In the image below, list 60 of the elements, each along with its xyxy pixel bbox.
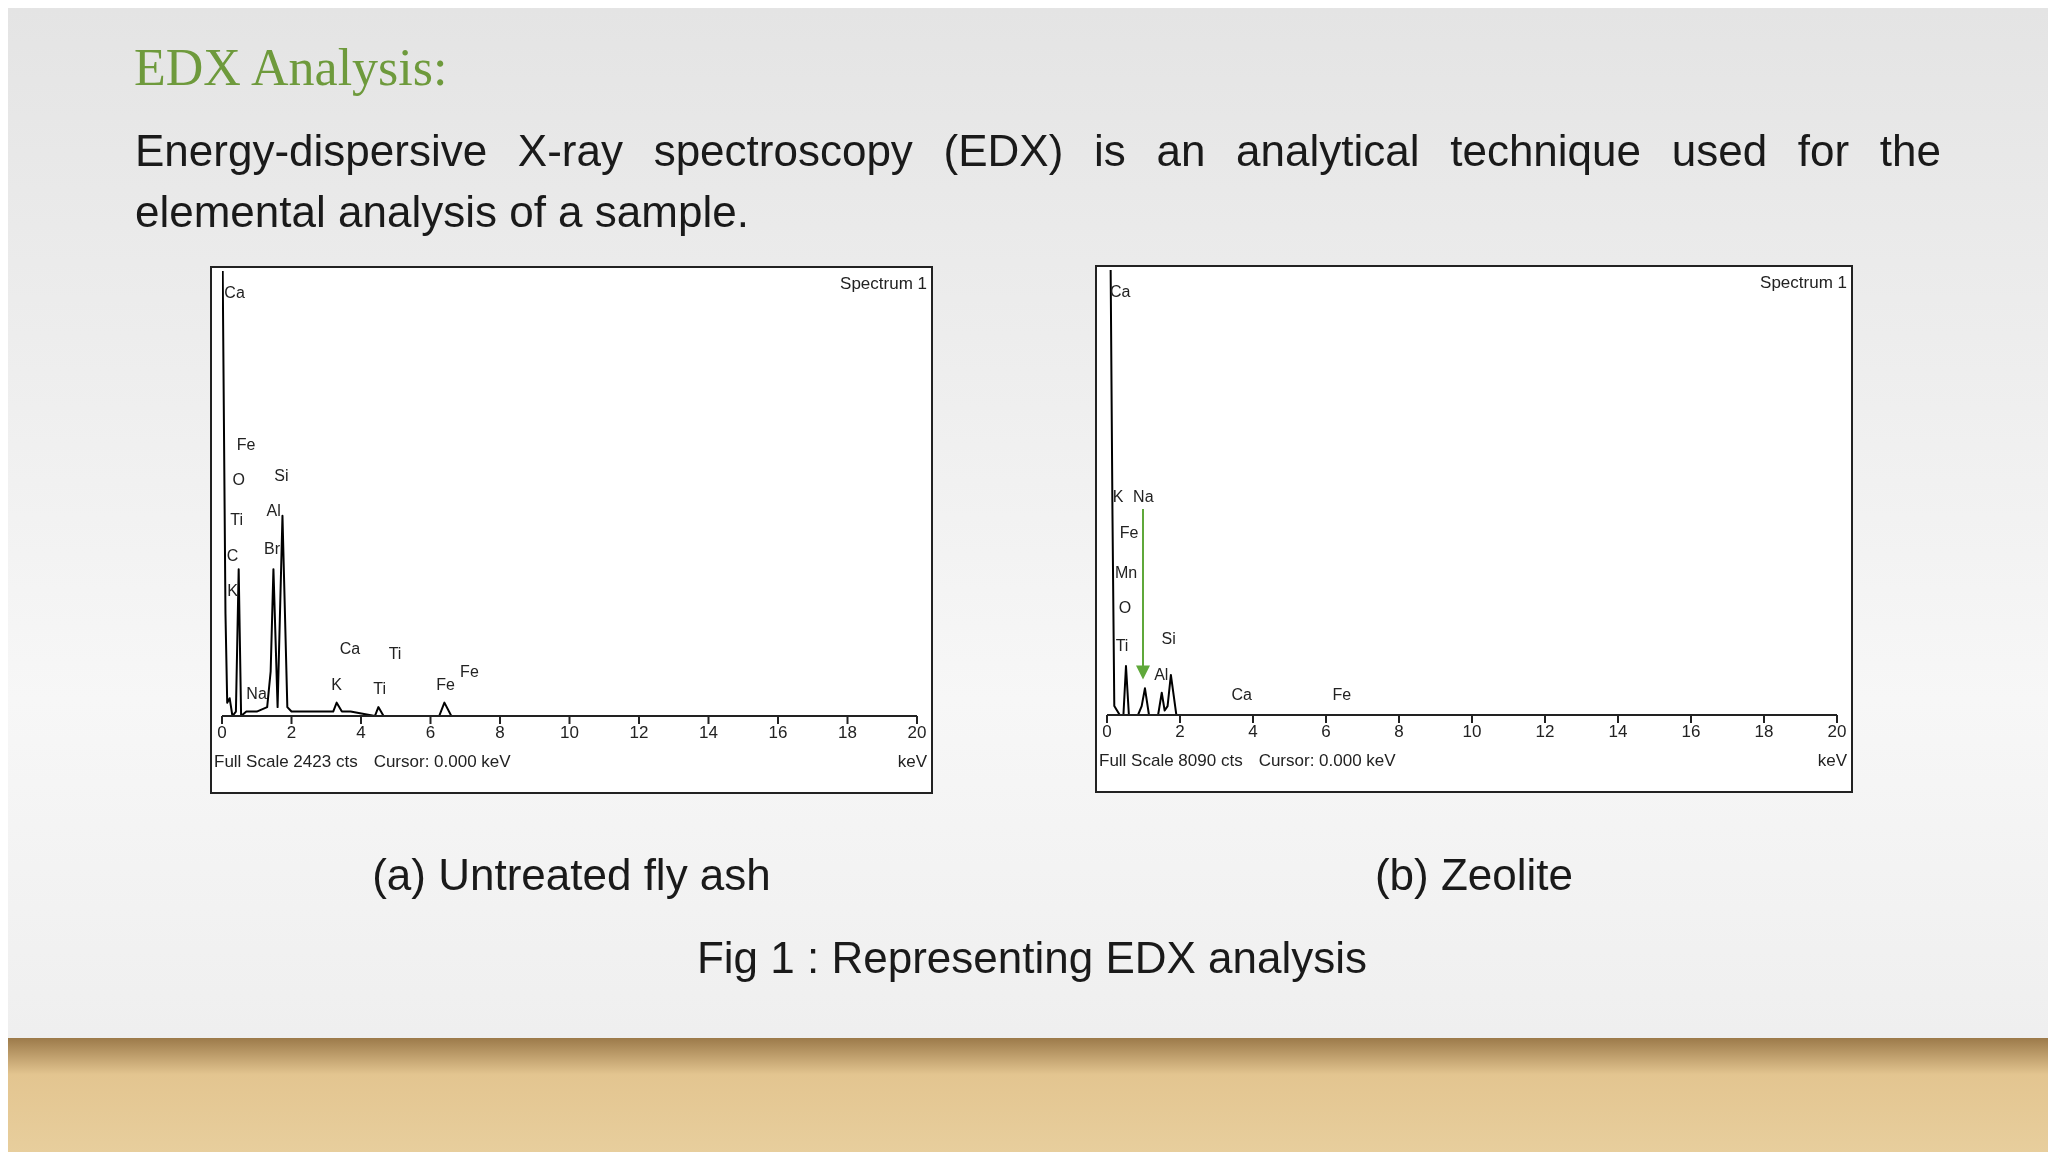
annotation: Spectrum 1	[1760, 273, 1847, 293]
x-tick-label: 10	[1462, 722, 1482, 742]
annotation: Ti	[388, 644, 402, 663]
annotation: Fe	[236, 435, 256, 454]
x-tick-label: 20	[907, 723, 927, 743]
annotation: O	[232, 471, 245, 490]
annotation: C	[226, 546, 239, 565]
text: Energy-dispersive X-ray spectroscopy (EDX) is an analytical technique used for the elemental analysis of a sample.	[135, 125, 1941, 238]
x-axis-title: keV	[1817, 751, 1847, 771]
x-tick-label: 0	[1102, 722, 1112, 742]
annotation: Al	[266, 502, 281, 521]
text: Full Scale 8090 cts	[1099, 751, 1243, 770]
annotation: K	[1112, 487, 1124, 506]
annotation: Si	[1161, 630, 1176, 649]
x-tick-label: 4	[356, 723, 366, 743]
annotation: Na	[246, 684, 267, 703]
x-tick-label: 0	[217, 723, 227, 743]
text: Cursor: 0.000 keV	[1258, 751, 1396, 770]
annotation: Spectrum 1	[840, 274, 927, 294]
x-tick-label: 18	[838, 723, 857, 743]
annotation: Ca	[224, 284, 245, 303]
text: (a) Untreated fly ash	[371, 850, 772, 900]
annotation: Ca	[1231, 685, 1252, 704]
x-axis-title: keV	[897, 752, 927, 772]
text: Full Scale 2423 cts	[214, 752, 358, 771]
x-tick-label: 18	[1754, 722, 1774, 742]
annotation: Ti	[230, 511, 244, 530]
x-tick-label: 14	[699, 723, 718, 743]
x-tick-label: 10	[560, 723, 579, 743]
x-tick-label: 12	[1535, 722, 1555, 742]
x-tick-label: 4	[1248, 722, 1258, 742]
annotation: Si	[274, 466, 289, 485]
x-tick-label: 2	[286, 723, 297, 743]
x-tick-label: 16	[1681, 722, 1701, 742]
x-tick-label: 14	[1608, 722, 1628, 742]
chart-title: EDX Analysis:	[134, 38, 448, 97]
annotation: Ca	[339, 640, 361, 659]
text: Cursor: 0.000 keV	[373, 752, 511, 771]
x-tick-label: 2	[1175, 722, 1185, 742]
annotation: K	[331, 675, 342, 694]
annotation: Ti	[1115, 637, 1129, 656]
annotation: Na	[1133, 487, 1154, 506]
annotation: Fe	[1119, 523, 1139, 542]
x-tick-label: 6	[425, 723, 436, 743]
annotation: Al	[1154, 665, 1169, 684]
annotation: O	[1118, 599, 1132, 618]
annotation: Br	[263, 540, 280, 559]
annotation: Fe	[1332, 685, 1352, 704]
annotation: Fe	[436, 675, 456, 694]
x-tick-label: 12	[629, 723, 649, 743]
annotation: Ti	[373, 680, 386, 699]
text: (b) Zeolite	[1373, 850, 1575, 900]
caption: Fig 1 : Representing EDX analysis	[695, 933, 1369, 983]
x-tick-label: 20	[1827, 722, 1847, 742]
x-tick-label: 6	[1321, 722, 1331, 742]
x-tick-label: 16	[768, 723, 788, 743]
x-tick-label: 8	[1394, 722, 1404, 742]
x-tick-label: 8	[495, 723, 505, 743]
annotation: Fe	[460, 662, 479, 681]
annotation: Mn	[1114, 563, 1138, 582]
